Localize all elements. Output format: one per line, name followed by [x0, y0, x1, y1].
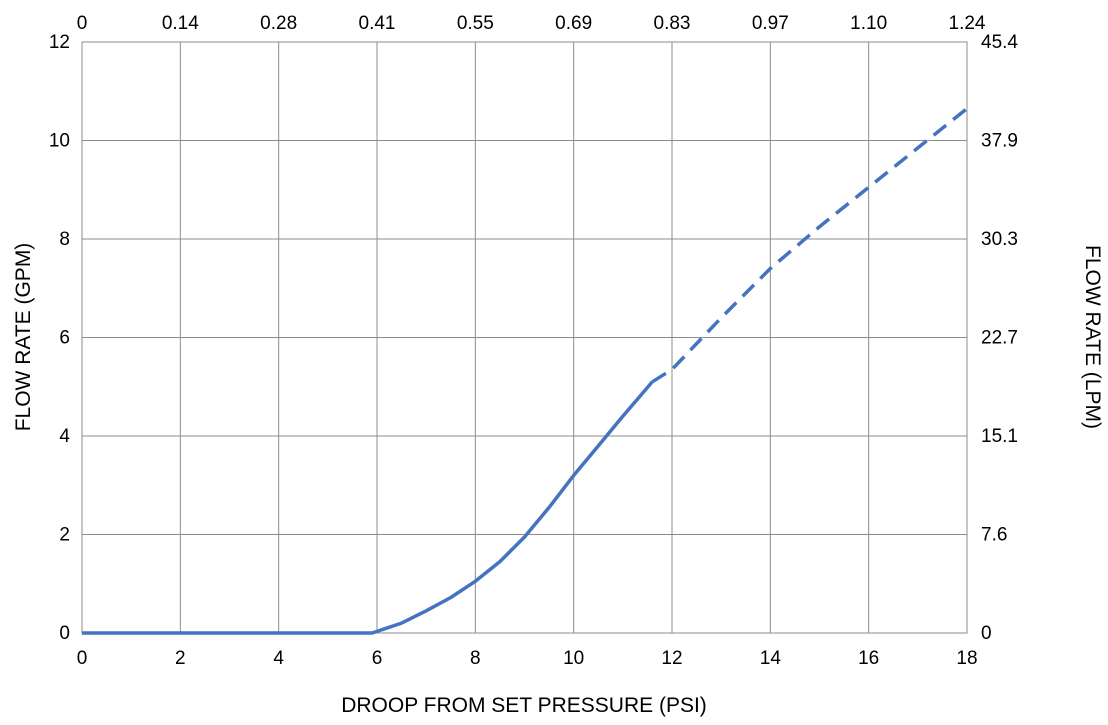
y2-tick-label: 0 [981, 623, 992, 644]
x-axis-ticks-bottom: 0 2 4 6 8 10 12 14 16 18 [77, 648, 978, 669]
x2-tick-label: 0.55 [457, 13, 494, 34]
x-tick-label: 18 [956, 648, 977, 669]
x-tick-label: 0 [77, 648, 88, 669]
y-axis-ticks-left: 0 2 4 6 8 10 12 [49, 32, 71, 644]
series-line-solid [82, 380, 654, 635]
y-tick-label: 8 [59, 229, 70, 250]
plot-area [81, 41, 968, 634]
y-tick-label: 12 [49, 32, 70, 53]
y-tick-label: 0 [59, 623, 70, 644]
y-tick-label: 4 [59, 426, 70, 447]
y-tick-label: 6 [59, 328, 70, 349]
y-axis-title-right: FLOW RATE (LPM) [1081, 245, 1104, 429]
y-tick-label: 2 [59, 525, 70, 546]
x2-tick-label: 0.69 [555, 13, 592, 34]
x-axis-title: DROOP FROM SET PRESSURE (PSI) [341, 694, 707, 717]
x2-tick-label: 0.83 [654, 13, 691, 34]
y2-tick-label: 30.3 [981, 229, 1018, 250]
y-axis-ticks-right: 0 7.6 15.1 22.7 30.3 37.9 45.4 [981, 32, 1018, 644]
x-tick-label: 8 [470, 648, 481, 669]
y2-tick-label: 22.7 [981, 328, 1018, 349]
x2-tick-label: 1.24 [949, 13, 986, 34]
x-tick-label: 12 [661, 648, 682, 669]
x-tick-label: 16 [858, 648, 879, 669]
y2-tick-label: 7.6 [981, 525, 1007, 546]
y2-tick-label: 15.1 [981, 426, 1018, 447]
y2-tick-label: 37.9 [981, 131, 1018, 152]
x-tick-label: 10 [563, 648, 584, 669]
y2-tick-label: 45.4 [981, 32, 1018, 53]
x-tick-label: 14 [760, 648, 782, 669]
x2-tick-label: 0 [77, 13, 88, 34]
series-group [82, 107, 969, 635]
y-axis-title-left: FLOW RATE (GPM) [12, 243, 35, 432]
x-tick-label: 2 [175, 648, 186, 669]
series-line-dashed [651, 107, 969, 384]
x2-tick-label: 0.28 [260, 13, 297, 34]
y-tick-label: 10 [49, 131, 70, 152]
x-axis-ticks-top: 0 0.14 0.28 0.41 0.55 0.69 0.83 0.97 1.10 1.24 [77, 13, 986, 34]
x2-tick-label: 0.97 [752, 13, 789, 34]
x2-tick-label: 0.14 [162, 13, 199, 34]
x-tick-label: 4 [273, 648, 284, 669]
x2-tick-label: 0.41 [359, 13, 396, 34]
grid [82, 42, 967, 633]
x-tick-label: 6 [372, 648, 383, 669]
x2-tick-label: 1.10 [850, 13, 887, 34]
